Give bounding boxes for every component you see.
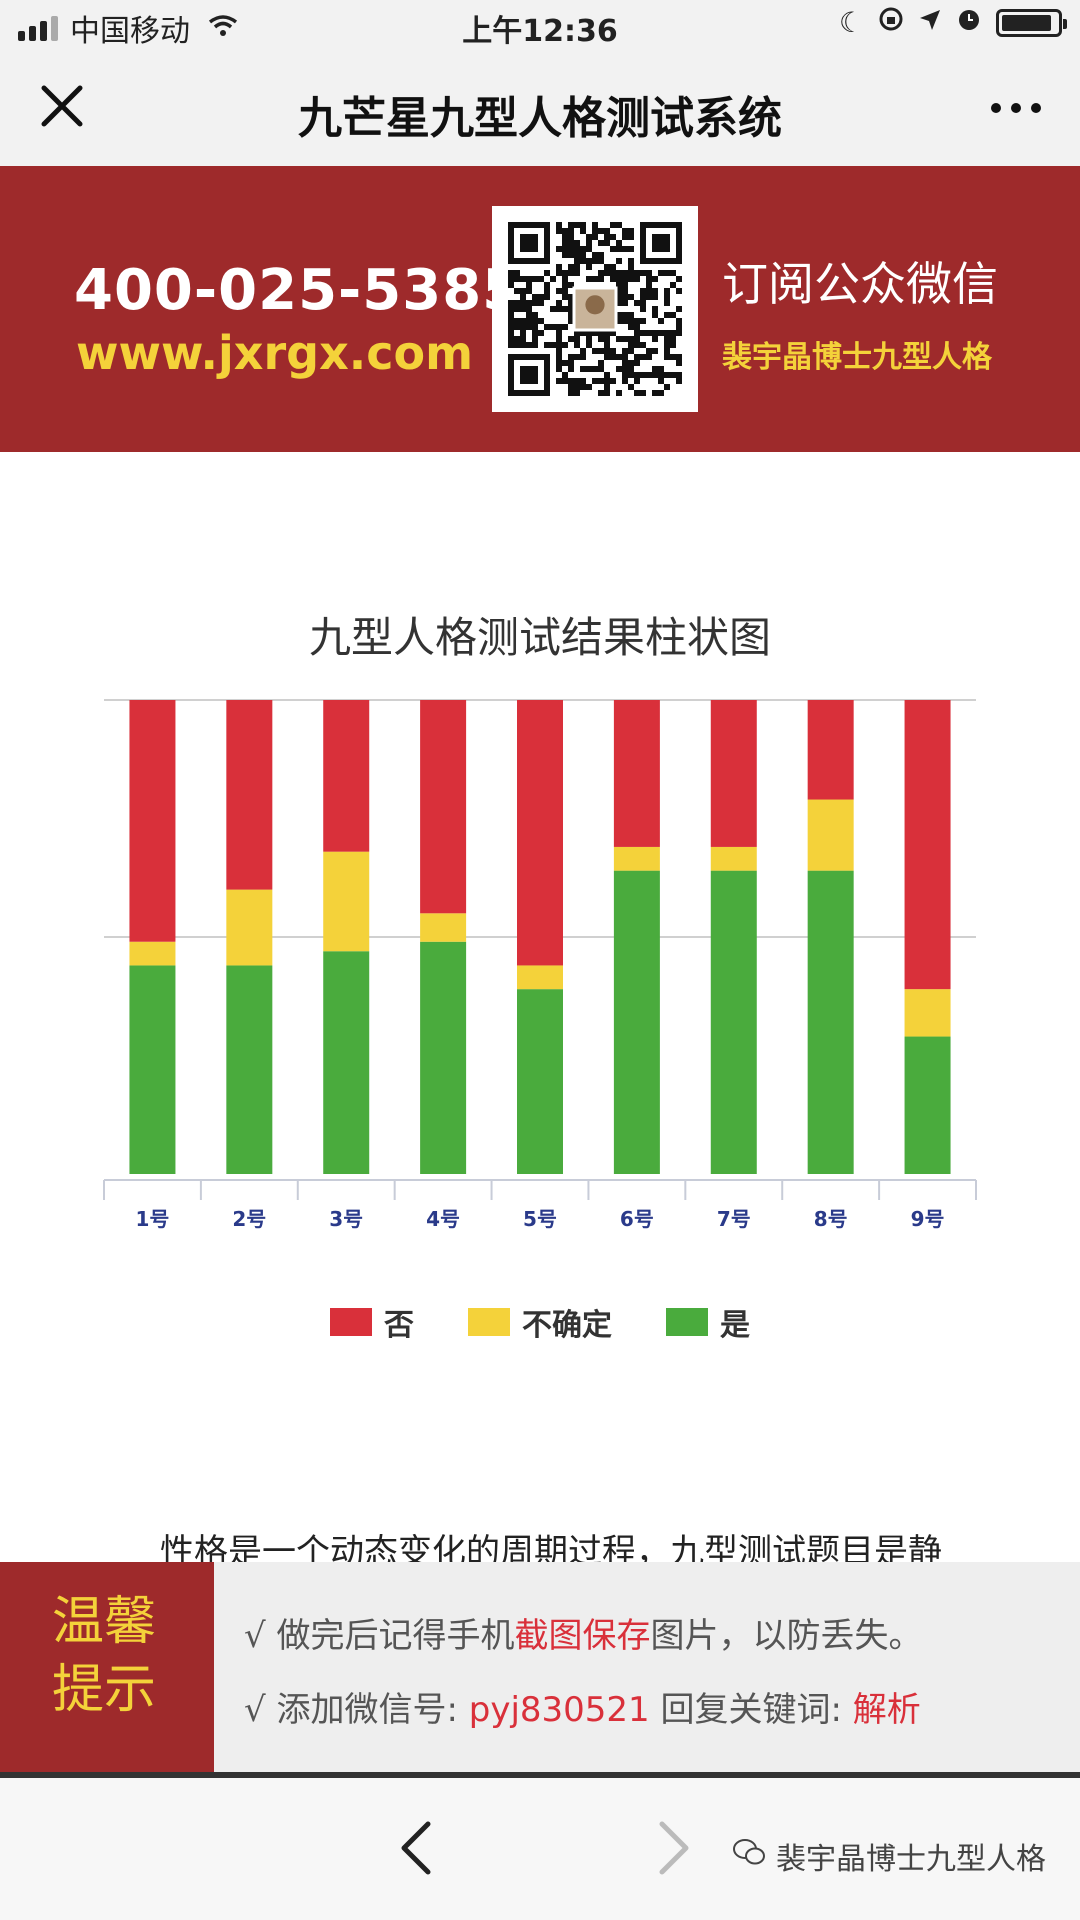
bar-segment-no-3 (323, 700, 370, 852)
bar-segment-no-2 (226, 700, 273, 890)
qr-code-icon (492, 206, 698, 412)
bar-segment-unsure-1 (129, 941, 176, 966)
x-tick-label: 6号 (620, 1207, 654, 1231)
location-icon (918, 6, 942, 39)
tip-label-line1: 温馨 (52, 1592, 157, 1652)
bar-segment-unsure-5 (517, 965, 563, 990)
back-icon[interactable] (396, 1818, 436, 1893)
x-tick-label: 7号 (717, 1207, 751, 1231)
bar-segment-yes-3 (323, 951, 370, 1174)
page-title: 九芒星九型人格测试系统 (298, 93, 782, 144)
x-tick-label: 2号 (232, 1207, 266, 1231)
bar-segment-unsure-9 (904, 989, 951, 1037)
watermark-text: 裴宇晶博士九型人格 (776, 1842, 1046, 1877)
alarm-icon (956, 6, 982, 39)
tip-line1-part1: √ 做完后记得手机 (244, 1616, 515, 1656)
bar-segment-yes-2 (226, 965, 273, 1174)
x-tick-label: 8号 (814, 1207, 848, 1231)
legend-label-unsure: 不确定 (522, 1308, 612, 1343)
legend-label-no: 否 (384, 1308, 414, 1343)
bar-segment-yes-7 (710, 870, 757, 1174)
bar-segment-unsure-7 (710, 846, 757, 871)
tip-line1-highlight: 截图保存 (514, 1616, 651, 1656)
bar-segment-no-4 (420, 700, 467, 914)
bar-segment-unsure-2 (226, 889, 273, 966)
bar-segment-yes-6 (613, 870, 660, 1174)
bar-segment-yes-8 (807, 870, 854, 1174)
legend-swatch-unsure (468, 1308, 510, 1336)
legend-item-unsure: 不确定 (468, 1300, 612, 1344)
account-name: 裴宇晶博士九型人格 (722, 340, 992, 375)
bar-segment-no-6 (613, 700, 660, 847)
clock: 上午12:36 (462, 14, 618, 49)
tip-box: 温馨 提示 √ 做完后记得手机截图保存图片，以防丢失。 √ 添加微信号: pyj… (0, 1562, 1080, 1772)
bar-segment-unsure-6 (613, 846, 660, 871)
x-tick-label: 3号 (329, 1207, 363, 1231)
rotation-lock-icon (878, 6, 904, 39)
bar-segment-yes-1 (129, 965, 176, 1174)
bar-segment-unsure-8 (807, 799, 854, 871)
legend-label-yes: 是 (720, 1308, 750, 1343)
subscribe-label: 订阅公众微信 (722, 257, 998, 311)
x-tick-label: 9号 (911, 1207, 945, 1231)
bar-segment-no-1 (129, 700, 176, 942)
promo-banner: 400-025-5385 www.jxrgx.com 订阅公众微信 裴宇晶博士九… (0, 166, 1080, 452)
carrier: 中国移动 (18, 6, 238, 50)
x-tick-label: 1号 (135, 1207, 169, 1231)
legend-item-no: 否 (330, 1300, 414, 1344)
legend-swatch-no (330, 1308, 372, 1336)
bar-segment-no-5 (517, 700, 563, 966)
more-icon[interactable] (988, 74, 1044, 142)
x-tick-label: 5号 (523, 1207, 557, 1231)
website-url: www.jxrgx.com (76, 326, 474, 380)
watermark: 裴宇晶博士九型人格 (732, 1834, 1046, 1878)
legend-item-yes: 是 (666, 1300, 750, 1344)
wifi-icon (208, 11, 238, 46)
status-bar: 中国移动 上午12:36 ☾ (0, 0, 1080, 54)
signal-icon (18, 15, 58, 41)
x-tick-label: 4号 (426, 1207, 460, 1231)
tip-line-screenshot: √ 做完后记得手机截图保存图片，以防丢失。 (244, 1608, 922, 1657)
browser-toolbar: 裴宇晶博士九型人格 (0, 1772, 1080, 1920)
close-icon[interactable] (40, 84, 84, 137)
status-icons: ☾ (838, 6, 1067, 39)
legend-swatch-yes (666, 1308, 708, 1336)
tip-line2-part3: 回复关键词: (649, 1690, 853, 1730)
moon-icon: ☾ (838, 6, 864, 39)
tip-line-wechat: √ 添加微信号: pyj830521 回复关键词: 解析 (244, 1682, 921, 1731)
tip-label: 温馨 提示 (0, 1562, 214, 1772)
bar-segment-yes-5 (517, 989, 563, 1174)
bar-segment-unsure-3 (323, 851, 370, 952)
bar-segment-yes-4 (420, 941, 467, 1174)
chart-title: 九型人格测试结果柱状图 (308, 613, 771, 662)
nav-bar: 九芒星九型人格测试系统 (0, 54, 1080, 167)
phone-number: 400-025-5385 (74, 258, 523, 323)
tip-line1-part3: 图片，以防丢失。 (650, 1616, 923, 1656)
bar-segment-no-8 (807, 700, 854, 800)
keyword: 解析 (852, 1690, 921, 1730)
wechat-id: pyj830521 (468, 1690, 650, 1730)
bar-segment-yes-9 (904, 1036, 951, 1174)
bar-segment-unsure-4 (420, 913, 467, 942)
bar-segment-no-7 (710, 700, 757, 847)
carrier-name: 中国移动 (70, 14, 190, 49)
bar-segment-no-9 (904, 700, 951, 990)
battery-icon (996, 8, 1067, 37)
tip-label-line2: 提示 (52, 1660, 157, 1720)
stacked-bar-chart: 1号 2号 3号 4号 5号 6号 7号 8号 9号 (0, 690, 1080, 1254)
wechat-icon (732, 1837, 766, 1875)
forward-icon[interactable] (654, 1818, 694, 1893)
chart-legend: 否 不确定 是 (0, 1300, 1080, 1344)
tip-line2-part1: √ 添加微信号: (244, 1690, 469, 1730)
